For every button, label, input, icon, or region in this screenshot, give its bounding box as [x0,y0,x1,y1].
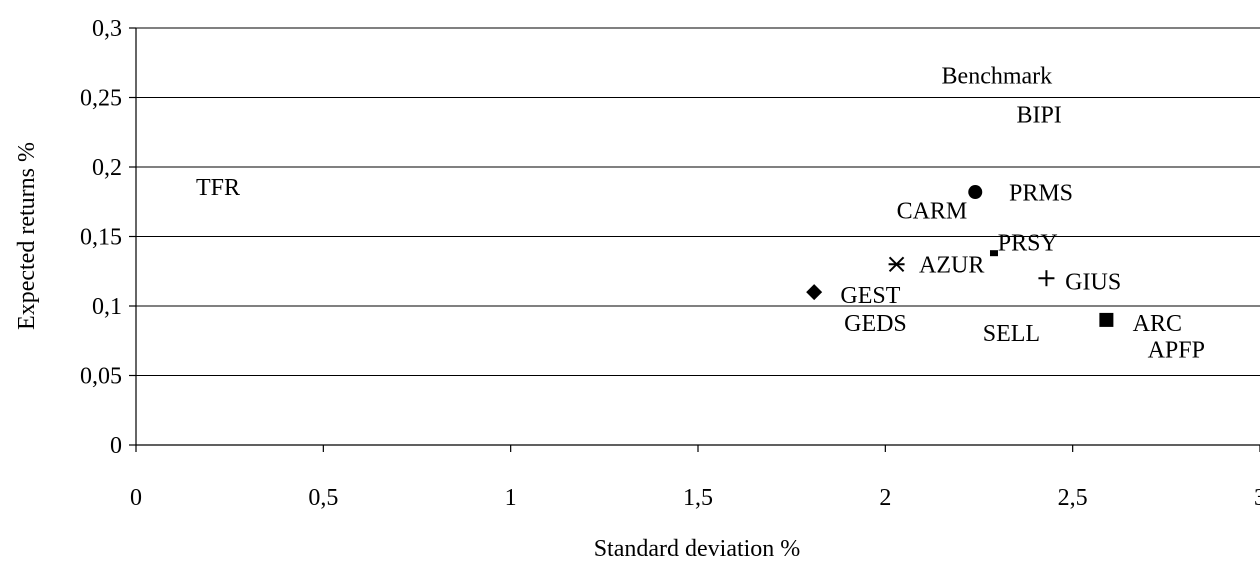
point-labels: Benchmark BIPI TFR PRMS CARM PRSY AZUR GIUS GEST… [196,64,1205,364]
tick-labels: 0 0,05 0,1 0,15 0,2 0,25 0,3 0 0,5 1 1,5 2 2,5 3 [80,16,1260,511]
point-label: PRMS [1009,180,1073,206]
data-point-dash [989,250,998,257]
y-tick-label: 0,3 [92,16,122,42]
x-tick-label: 1,5 [683,485,713,511]
y-tick-label: 0,05 [80,364,122,390]
point-label: SELL [983,321,1040,347]
y-tick-label: 0,2 [92,155,122,181]
point-label: GIUS [1065,269,1121,295]
point-label: ARC [1133,311,1182,337]
x-tick-label: 1 [505,485,517,511]
data-point-circle [968,185,983,200]
x-tick-label: 2,5 [1058,485,1088,511]
x-axis-title: Standard deviation % [594,536,801,562]
axes [129,27,1260,452]
x-tick-label: 3 [1254,485,1260,511]
data-point-asterisk [888,256,905,273]
point-label: GEDS [844,311,907,337]
point-label: CARM [897,198,968,224]
y-tick-label: 0,15 [80,225,122,251]
point-label: APFP [1148,337,1205,363]
y-tick-label: 0,25 [80,86,122,112]
data-points [806,185,1114,327]
grid-lines [136,27,1260,376]
point-label: PRSY [998,230,1058,256]
y-axis-title: Expected returns % [14,142,40,330]
data-point-diamond [806,284,823,301]
point-label: GEST [840,283,900,309]
point-label: Benchmark [942,64,1053,90]
data-point-plus [1038,270,1055,287]
y-tick-label: 0,1 [92,294,122,320]
x-tick-label: 0,5 [308,485,338,511]
data-point-square [1099,312,1114,327]
x-tick-label: 2 [879,485,891,511]
point-label: BIPI [1016,103,1061,129]
y-tick-label: 0 [110,433,122,459]
x-tick-label: 0 [130,485,142,511]
point-label: TFR [196,175,240,201]
point-label: AZUR [919,253,984,279]
